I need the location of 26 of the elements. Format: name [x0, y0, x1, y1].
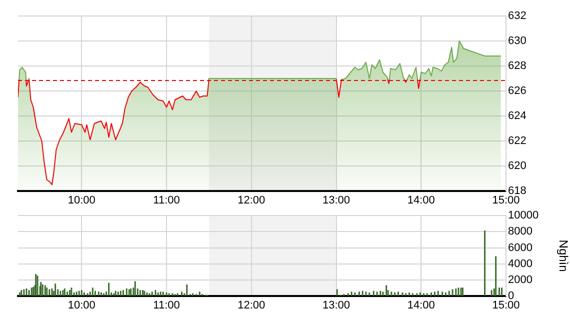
y-tick-label: 632 — [508, 10, 526, 22]
x-tick-label: 13:00 — [322, 300, 350, 312]
y-tick-label: 0 — [508, 290, 514, 302]
y-tick-label: 8000 — [508, 226, 532, 238]
x-tick-label: 10:00 — [68, 194, 96, 207]
x-tick-label: 14:00 — [407, 300, 435, 312]
y-tick-label: 10000 — [508, 210, 539, 222]
x-tick-label: 10:00 — [68, 300, 96, 312]
x-tick-label: 11:00 — [153, 300, 180, 312]
y-tick-label: 622 — [508, 135, 526, 148]
y-tick-label: 624 — [508, 110, 526, 122]
x-tick-label: 15:00 — [492, 300, 520, 312]
y-tick-label: 4000 — [508, 258, 532, 270]
x-tick-label: 12:00 — [238, 300, 266, 312]
y-tick-label: 2000 — [508, 274, 532, 286]
x-tick-label: 15:00 — [492, 194, 520, 207]
x-tick-label: 14:00 — [407, 194, 435, 207]
y-tick-label: 628 — [508, 60, 526, 72]
y-tick-label: 620 — [508, 160, 526, 172]
y-tick-label: 626 — [508, 85, 526, 98]
y-tick-label: 630 — [508, 35, 526, 48]
x-tick-label: 13:00 — [322, 194, 350, 207]
x-tick-label: 12:00 — [238, 194, 266, 207]
y-tick-label: 6000 — [508, 242, 532, 254]
x-tick-label: 11:00 — [153, 194, 180, 207]
y-axis-title: Nghìn — [556, 240, 570, 272]
